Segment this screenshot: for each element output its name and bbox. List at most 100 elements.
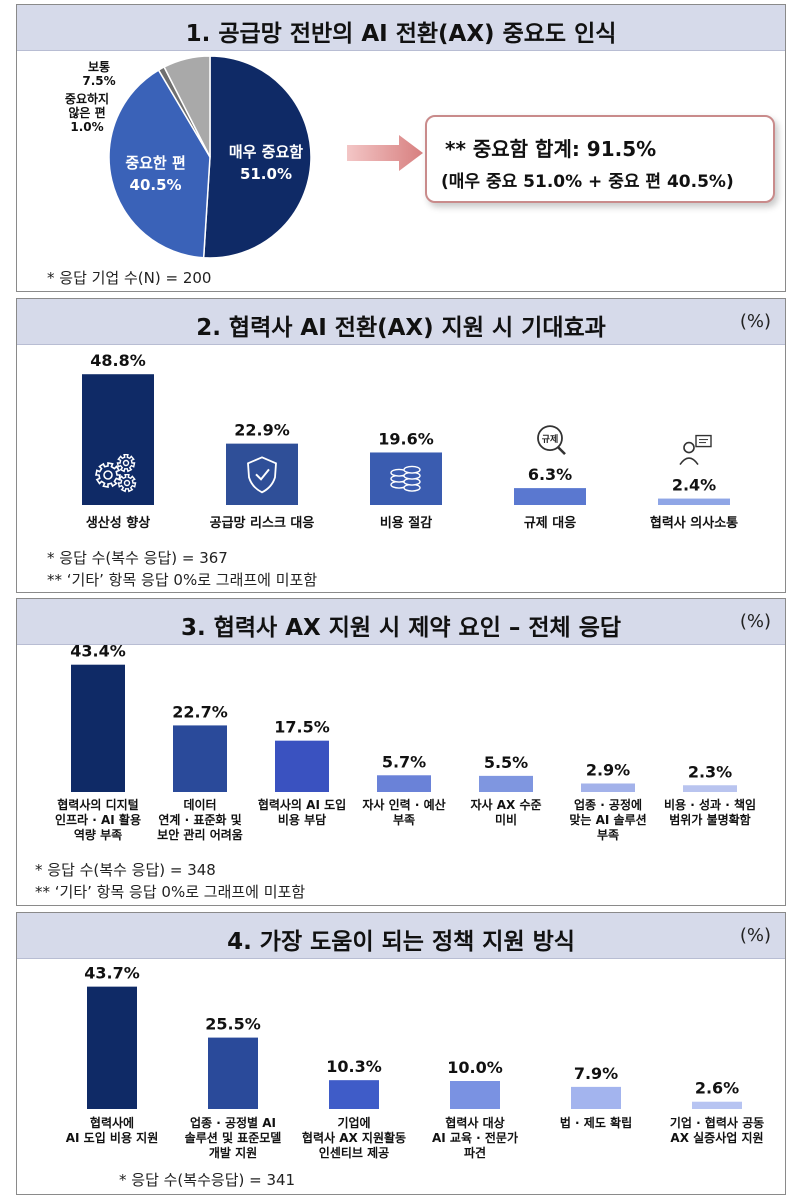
policy-value-label-3: 10.3% bbox=[326, 1057, 382, 1076]
section2-note-1: * 응답 수(복수 응답) = 367 bbox=[47, 549, 228, 567]
policy-category-label-4-line1: 협력사 대상 bbox=[445, 1115, 504, 1130]
constraints-category-label-7-line1: 비용 · 성과 · 책임 bbox=[664, 797, 756, 812]
constraints-category-label-6-line3: 부족 bbox=[597, 828, 619, 842]
policy-bar-4 bbox=[450, 1081, 500, 1109]
constraints-bar-1 bbox=[71, 664, 125, 792]
pie-value-not-important: 1.0% bbox=[70, 120, 103, 134]
policy-category-label-1-line2: AI 도입 비용 지원 bbox=[66, 1130, 159, 1145]
constraints-bar-6 bbox=[581, 783, 635, 792]
policy-bar-6 bbox=[692, 1101, 742, 1109]
section3-header: 3. 협력사 AX 지원 시 제약 요인 – 전체 응답 (%) bbox=[17, 599, 785, 645]
constraints-category-label-1-line2: 인프라 · AI 활용 bbox=[55, 812, 141, 827]
section1-title: 1. 공급망 전반의 AI 전환(AX) 중요도 인식 bbox=[185, 21, 617, 47]
policy-value-label-1: 43.7% bbox=[84, 964, 140, 983]
regulation-icon-text: 규제 bbox=[542, 433, 559, 445]
section2-unit: (%) bbox=[739, 311, 771, 332]
effects-category-label-3: 비용 절감 bbox=[380, 515, 432, 531]
right-arrow-icon bbox=[347, 135, 423, 171]
pie-slice-important bbox=[108, 69, 211, 259]
policy-bar-5 bbox=[571, 1086, 621, 1109]
constraints-value-label-7: 2.3% bbox=[688, 762, 732, 781]
constraints-bar-2 bbox=[173, 725, 227, 792]
section-expected-effects-panel: 2. 협력사 AI 전환(AX) 지원 시 기대효과 (%) 48.8% 생산성 … bbox=[16, 298, 786, 593]
pie-slice-neutral bbox=[163, 55, 211, 158]
expected-effects-bar-chart: 48.8% 생산성 향상 22.9% 공급망 리스크 대응 19.6% 비용 절감 6.3%… bbox=[82, 351, 738, 531]
constraints-category-label-2-line1: 데이터 bbox=[183, 797, 216, 812]
effects-value-label-4: 6.3% bbox=[528, 465, 572, 484]
section1-note: * 응답 기업 수(N) = 200 bbox=[47, 269, 212, 287]
constraints-bar-4 bbox=[377, 775, 431, 792]
constraints-category-label-3-line2: 비용 부담 bbox=[278, 812, 326, 827]
section3-note-1: * 응답 수(복수 응답) = 348 bbox=[35, 861, 216, 879]
constraints-bar-5 bbox=[479, 775, 533, 792]
callout-breakdown: (매우 중요 51.0% + 중요 편 40.5%) bbox=[441, 172, 734, 192]
constraints-category-label-6-line2: 맞는 AI 솔루션 bbox=[569, 812, 646, 827]
section3-unit: (%) bbox=[739, 611, 771, 632]
constraints-category-label-2-line3: 보안 관리 어려움 bbox=[157, 827, 243, 842]
effects-bar-1 bbox=[82, 374, 154, 505]
section-importance-panel: 1. 공급망 전반의 AI 전환(AX) 중요도 인식 매우 중요함 51.0% 중… bbox=[16, 4, 786, 292]
effects-value-label-5: 2.4% bbox=[672, 476, 716, 495]
section2-header: 2. 협력사 AI 전환(AX) 지원 시 기대효과 (%) bbox=[17, 299, 785, 345]
constraints-value-label-1: 43.4% bbox=[70, 645, 126, 661]
policy-category-label-2-line3: 개발 지원 bbox=[209, 1145, 257, 1160]
section4-header: 4. 가장 도움이 되는 정책 지원 방식 (%) bbox=[17, 913, 785, 959]
pie-label-not-important-line1: 중요하지 bbox=[65, 91, 109, 106]
constraints-category-label-4-line2: 부족 bbox=[393, 813, 415, 827]
callout-total: ** 중요함 합계: 91.5% bbox=[445, 137, 657, 161]
constraints-value-label-5: 5.5% bbox=[484, 753, 528, 772]
policy-category-label-4-line3: 파견 bbox=[464, 1145, 486, 1160]
constraints-value-label-2: 22.7% bbox=[172, 702, 228, 721]
pie-value-important: 40.5% bbox=[130, 176, 182, 194]
section-policy-support-panel: 4. 가장 도움이 되는 정책 지원 방식 (%) 43.7% 협력사에 AI 도입… bbox=[16, 912, 786, 1195]
section2-note-2: ** ‘기타’ 항목 응답 0%로 그래프에 미포함 bbox=[47, 571, 318, 589]
section3-title: 3. 협력사 AX 지원 시 제약 요인 – 전체 응답 bbox=[180, 615, 622, 641]
constraints-value-label-4: 5.7% bbox=[382, 752, 426, 771]
effects-category-label-5: 협력사 의사소통 bbox=[650, 515, 738, 531]
policy-category-label-3-line2: 협력사 AX 지원활동 bbox=[302, 1130, 406, 1145]
section4-note: * 응답 수(복수응답) = 341 bbox=[119, 1171, 296, 1189]
policy-value-label-2: 25.5% bbox=[205, 1015, 261, 1034]
person-chat-icon bbox=[679, 434, 712, 466]
policy-category-label-3-line3: 인센티브 제공 bbox=[319, 1145, 389, 1160]
section3-note-2: ** ‘기타’ 항목 응답 0%로 그래프에 미포함 bbox=[35, 883, 306, 901]
policy-category-label-5: 법 · 제도 확립 bbox=[560, 1115, 632, 1130]
gears-icon bbox=[95, 454, 137, 493]
constraints-category-label-6-line1: 업종 · 공정에 bbox=[574, 797, 642, 812]
constraints-category-label-1-line1: 협력사의 디지털 bbox=[57, 797, 138, 812]
section-constraints-panel: 3. 협력사 AX 지원 시 제약 요인 – 전체 응답 (%) 43.4% 협력… bbox=[16, 598, 786, 906]
importance-summary-callout: ** 중요함 합계: 91.5% (매우 중요 51.0% + 중요 편 40.… bbox=[425, 115, 775, 203]
policy-category-label-6-line2: AX 실증사업 지원 bbox=[670, 1130, 763, 1145]
policy-bar-3 bbox=[329, 1080, 379, 1109]
policy-category-label-2-line2: 솔루션 및 표준모델 bbox=[185, 1130, 282, 1145]
constraints-category-label-7-line2: 범위가 불명확함 bbox=[669, 812, 750, 827]
section4-unit: (%) bbox=[739, 925, 771, 946]
policy-category-label-4-line2: AI 교육 · 전문가 bbox=[432, 1130, 518, 1145]
effects-category-label-2: 공급망 리스크 대응 bbox=[210, 515, 315, 531]
constraints-bar-7 bbox=[683, 785, 737, 792]
section2-title: 2. 협력사 AI 전환(AX) 지원 시 기대효과 bbox=[196, 315, 606, 341]
pie-label-important: 중요한 편 bbox=[125, 154, 185, 172]
policy-category-label-2-line1: 업종 · 공정별 AI bbox=[190, 1115, 276, 1130]
effects-bar-5 bbox=[658, 498, 730, 505]
pie-label-very-important: 매우 중요함 bbox=[229, 143, 303, 161]
policy-value-label-6: 2.6% bbox=[695, 1079, 739, 1098]
pie-value-neutral: 7.5% bbox=[82, 74, 115, 88]
pie-label-not-important-line2: 않은 편 bbox=[68, 105, 105, 120]
policy-category-label-3-line1: 기업에 bbox=[337, 1115, 370, 1130]
constraints-category-label-5-line1: 자사 AX 수준 bbox=[470, 797, 541, 812]
policy-bar-2 bbox=[208, 1037, 258, 1109]
constraints-value-label-3: 17.5% bbox=[274, 718, 330, 737]
effects-bar-4 bbox=[514, 488, 586, 505]
policy-value-label-5: 7.9% bbox=[574, 1064, 618, 1083]
effects-bar-2 bbox=[226, 443, 298, 505]
section1-header: 1. 공급망 전반의 AI 전환(AX) 중요도 인식 bbox=[17, 5, 785, 51]
section4-title: 4. 가장 도움이 되는 정책 지원 방식 bbox=[227, 929, 575, 955]
pie-value-very-important: 51.0% bbox=[240, 165, 292, 183]
constraints-category-label-2-line2: 연계 · 표준화 및 bbox=[158, 812, 241, 827]
shield-check-icon bbox=[247, 456, 277, 494]
constraints-category-label-5-line2: 미비 bbox=[495, 812, 517, 827]
